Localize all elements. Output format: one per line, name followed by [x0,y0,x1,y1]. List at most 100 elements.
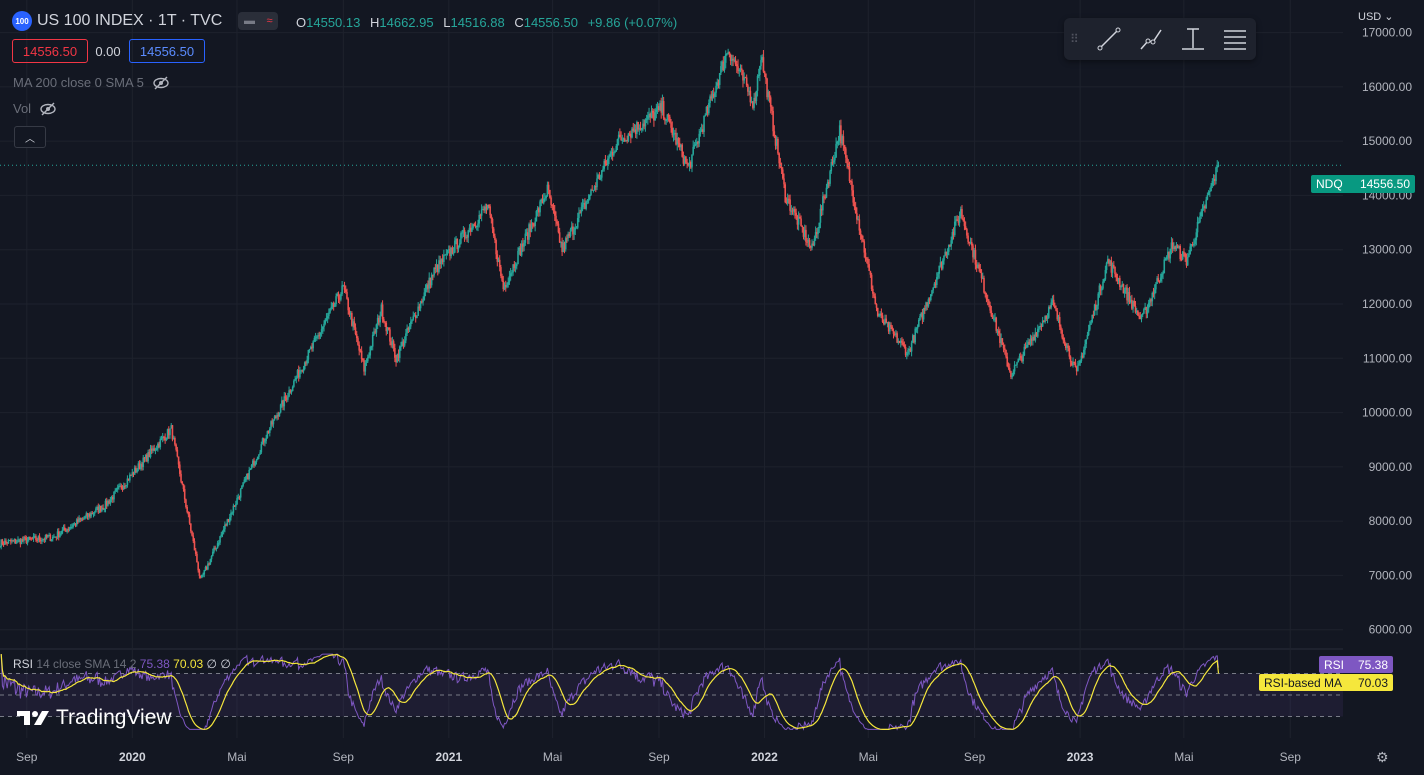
candle [241,485,243,490]
candle [790,205,793,216]
candle [599,174,602,181]
candle [1062,334,1065,344]
candle [216,540,219,549]
candle [48,532,50,537]
candle [209,558,212,566]
candle [183,485,186,503]
candle [700,123,703,133]
eye-hidden-icon[interactable] [39,102,57,116]
drawing-toolbar[interactable]: ⠿ [1064,18,1256,60]
candle [797,211,800,231]
candle [1211,178,1214,189]
ma-indicator-legend[interactable]: MA 200 close 0 SMA 5 [13,75,170,90]
candle [1191,241,1194,247]
candle [1178,245,1180,249]
collapse-legend-button[interactable]: ︿ [14,126,46,148]
candle [989,301,991,314]
candle [492,226,495,239]
candle [433,267,435,278]
sell-price-button[interactable]: 14556.50 [12,39,88,63]
candle [596,172,598,191]
rsi-legend[interactable]: RSI 14 close SMA 14 2 75.38 70.03 ∅ ∅ [13,657,231,671]
candle [474,221,477,229]
candle [247,473,249,480]
chart-type-toggle[interactable]: ▬ ≈ [238,12,279,30]
candle [1105,261,1108,274]
candle [450,246,452,259]
measure-button[interactable] [1172,18,1214,60]
candle [642,119,644,132]
candle [1092,310,1095,319]
candle [130,474,132,476]
candle [685,156,687,164]
candle [557,221,560,234]
candle [355,331,358,343]
candle [891,325,894,332]
candle [542,193,545,205]
candle [101,505,103,513]
symbol-header[interactable]: 100 US 100 INDEX · 1T · TVC ▬ ≈ [12,10,279,32]
candle [21,536,24,543]
candle [417,302,419,316]
candle [681,143,683,158]
symbol-title[interactable]: US 100 INDEX · 1T · TVC [37,12,223,29]
settings-gear-icon[interactable]: ⚙ [1376,749,1389,765]
candle [822,191,824,216]
candle [769,95,772,114]
candle [981,272,984,280]
candle [486,204,489,211]
candle [248,466,250,481]
candle [828,179,830,189]
open-value: 14550.13 [306,15,361,30]
candle [344,285,347,294]
buy-price-button[interactable]: 14556.50 [129,39,205,63]
candle [935,272,938,288]
candle [328,308,330,320]
candle [1087,324,1090,337]
candle [262,437,265,446]
candle [1077,361,1079,372]
eye-hidden-icon[interactable] [152,76,170,90]
candle [632,122,635,133]
candle [682,151,685,167]
candle [1199,212,1201,224]
candle [969,237,972,245]
candle [587,194,590,204]
candle [1028,339,1031,346]
candle [1025,340,1028,349]
candle [500,264,502,279]
price-axis[interactable]: 17000.0016000.0015000.0014000.0013000.00… [1343,0,1424,775]
candle [919,313,921,321]
candle [348,307,351,317]
currency-selector[interactable]: USD ⌄ [1358,11,1394,23]
candle [734,55,737,67]
candle [31,536,34,540]
candle [869,270,872,278]
candle [897,338,900,345]
candle [575,226,578,229]
candle [15,539,18,545]
time-axis[interactable]: Sep 2020 Mai Sep 2021 Mai Sep 2022 Mai Sep 2023 Mai… [16,750,1301,764]
candle [709,94,711,108]
tradingview-logo[interactable]: TradingView [16,706,172,730]
volume-indicator-legend[interactable]: Vol [13,101,57,116]
more-tools-button[interactable] [1214,18,1256,60]
candle [592,189,595,193]
candle [927,297,930,308]
candle [696,137,698,149]
candle [265,434,267,444]
candle [527,228,529,245]
drag-handle-icon[interactable]: ⠿ [1070,32,1079,46]
candle [24,535,26,541]
candle [1185,253,1188,268]
candle [538,206,540,217]
candle [659,100,661,111]
candle [825,183,828,199]
candle [221,530,224,538]
candle [174,436,176,447]
candle [1161,272,1163,283]
candle [331,302,334,310]
trend-line-button[interactable] [1088,18,1130,60]
path-button[interactable] [1130,18,1172,60]
